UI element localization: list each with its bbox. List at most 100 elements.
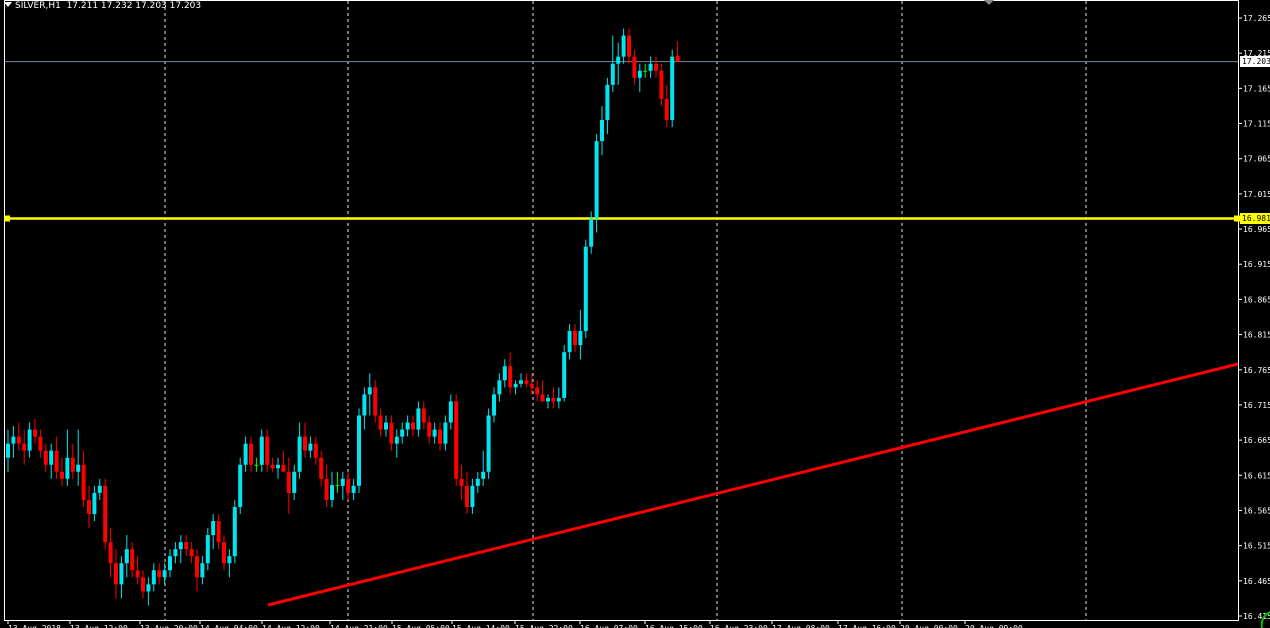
candle-body <box>119 563 124 585</box>
candle <box>427 415 432 444</box>
candle-body <box>243 443 248 465</box>
chart-header: SILVER,H1 17.211 17.232 17.203 17.203 <box>4 1 201 11</box>
y-tick-label: 16.615 <box>1243 471 1270 480</box>
candle <box>184 535 189 557</box>
candle <box>594 134 599 233</box>
candle-body <box>330 485 334 500</box>
x-tick-label: 20 Aug 00:00 <box>900 624 958 628</box>
candle-body <box>675 55 680 62</box>
candle-body <box>362 394 367 416</box>
candle-body <box>654 63 658 71</box>
candle-body <box>200 563 205 578</box>
candle-body <box>92 492 97 514</box>
candle <box>675 41 680 62</box>
candle <box>281 450 286 472</box>
candle-body <box>130 549 135 571</box>
candle-body <box>297 436 302 472</box>
candle-body <box>54 450 59 472</box>
candle <box>454 394 459 486</box>
autoscroll-icon <box>1260 611 1270 628</box>
candle <box>81 450 86 507</box>
x-tick-label: 13 Aug 12:00 <box>70 624 128 628</box>
chart-shift-icon <box>984 0 994 5</box>
horizontal-level-label: 16.981 <box>1240 212 1270 224</box>
candle-body <box>232 506 237 557</box>
symbol-timeframe: SILVER,H1 <box>15 1 61 11</box>
candle <box>108 528 113 578</box>
candle <box>189 542 194 564</box>
candle-body <box>540 394 545 402</box>
candle <box>513 380 518 395</box>
candle-body <box>427 422 432 437</box>
candle <box>270 457 275 472</box>
candle-body <box>594 141 599 219</box>
candle <box>141 570 145 599</box>
candle <box>22 429 27 465</box>
candle-body <box>497 380 502 395</box>
x-tick-label: 15 Aug 22:00 <box>515 624 573 628</box>
candle <box>438 422 442 451</box>
candle <box>670 49 675 128</box>
candle-body <box>259 436 264 465</box>
candle <box>448 394 453 430</box>
candle-body <box>70 457 75 472</box>
candle-body <box>135 570 140 578</box>
candle <box>632 49 637 85</box>
candle-body <box>265 436 270 465</box>
candle <box>157 563 162 585</box>
dropdown-triangle-icon[interactable] <box>4 2 12 7</box>
candle-body <box>475 478 480 486</box>
candle-body <box>556 397 561 402</box>
candle-body <box>346 478 351 493</box>
y-tick-label: 16.565 <box>1243 506 1270 515</box>
candle <box>556 387 561 409</box>
candle <box>238 457 243 514</box>
candle-body <box>76 464 81 472</box>
candle-body <box>162 570 167 578</box>
candle <box>411 415 415 437</box>
candle-body <box>529 383 534 388</box>
candle-body <box>486 415 491 472</box>
candle-body <box>227 556 232 564</box>
candle <box>297 422 302 479</box>
candle-body <box>508 366 513 388</box>
candle <box>124 535 129 578</box>
candle <box>373 380 378 423</box>
candle <box>76 429 81 486</box>
candle <box>357 408 361 493</box>
candle-body <box>411 422 415 430</box>
candle-body <box>254 464 259 466</box>
candle <box>49 443 54 479</box>
candle-body <box>438 429 442 444</box>
candle <box>492 387 496 423</box>
candle-body <box>270 464 275 469</box>
candle <box>173 542 178 564</box>
candle <box>330 471 334 507</box>
candle-body <box>659 70 664 99</box>
candle <box>195 549 199 592</box>
candle-body <box>567 331 572 353</box>
candle-body <box>103 485 108 543</box>
candle-body <box>11 436 16 444</box>
candle <box>303 422 307 458</box>
candle <box>605 77 610 135</box>
candle-body <box>146 584 151 592</box>
candle <box>33 419 37 444</box>
candle-body <box>562 352 567 398</box>
candle <box>87 485 91 529</box>
candle-body <box>335 485 340 487</box>
candle-body <box>465 485 469 507</box>
candle <box>443 415 448 451</box>
candle-body <box>65 457 70 479</box>
candle-body <box>454 401 459 479</box>
x-tick-label: 16 Aug 07:00 <box>580 624 638 628</box>
candle-body <box>319 457 324 479</box>
candle-body <box>6 443 10 458</box>
candle <box>416 401 421 437</box>
candle-body <box>313 443 318 458</box>
candle <box>659 63 664 106</box>
candle <box>135 556 140 585</box>
candle <box>654 56 658 78</box>
y-tick-label: 17.215 <box>1243 49 1270 58</box>
